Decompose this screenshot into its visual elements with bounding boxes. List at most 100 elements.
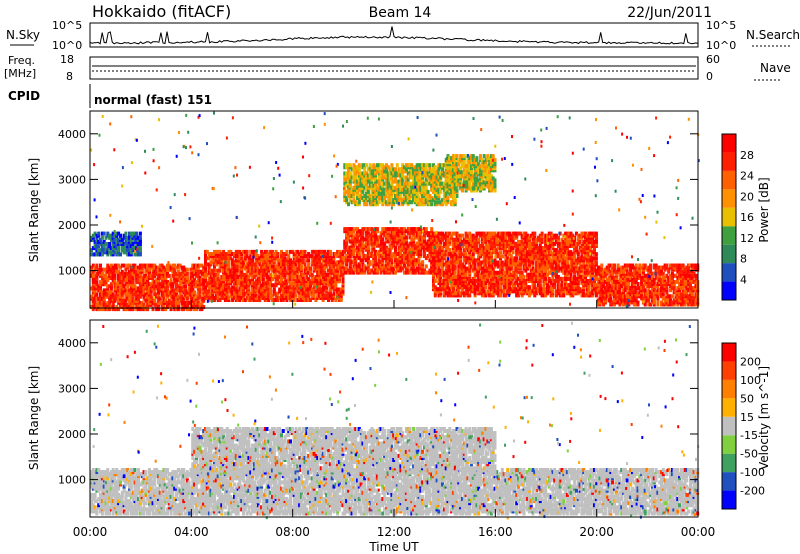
range-time-cell [595,232,598,236]
range-time-cell [512,250,515,254]
range-time-cell [575,246,578,250]
range-time-cell [570,273,573,277]
cpid-label: CPID [8,89,40,103]
range-time-cell [483,289,486,293]
range-time-cell [434,279,437,283]
range-time-cell [284,267,287,271]
range-time-cell [304,250,307,254]
range-time-cell [454,265,457,269]
range-time-cell [551,289,554,293]
nsky-tick-top: 10^5 [52,19,82,32]
range-time-cell [390,258,393,262]
range-time-cell [246,250,249,254]
range-time-cell [472,252,475,256]
range-time-cell [394,246,397,250]
range-time-cell [533,283,536,287]
range-time-cell [485,285,488,289]
range-time-cell [637,301,640,305]
range-time-cell [499,285,502,289]
range-time-cell [219,269,222,273]
freq-tick-bottom: 8 [66,70,73,83]
nsearch-tick-bottom: 10^0 [706,39,736,52]
range-time-cell [617,264,620,268]
beam-title: Beam 14 [369,5,432,21]
range-time-cell [114,274,117,278]
range-time-cell [342,290,345,294]
range-time-cell [477,238,480,242]
range-time-cell [425,264,428,268]
nsearch-tick-top: 10^5 [706,19,736,32]
date-title: 22/Jun/2011 [627,5,712,21]
range-time-cell [186,276,189,280]
range-time-cell [539,279,542,283]
range-time-cell [285,250,288,254]
nave-tick-bottom: 0 [706,70,713,83]
range-time-cell [637,282,640,286]
range-time-cell [454,271,457,275]
freq-panel-frame [90,57,698,79]
range-time-cell [123,264,126,268]
freq-label-2: [MHz] [4,67,36,80]
range-time-cell [304,262,307,266]
range-time-cell [204,267,207,271]
range-time-cell [369,260,372,264]
range-time-cell [95,293,98,297]
range-time-cell [269,288,272,292]
range-time-cell [354,260,357,264]
range-time-cell [295,294,298,298]
range-time-cell [170,278,173,282]
radar-summary-plot: Hokkaido (fitACF) Beam 14 22/Jun/2011 N.… [0,0,800,554]
range-time-cell [276,252,279,256]
range-time-cell [430,227,433,231]
range-time-cell [461,234,464,238]
range-time-cell [361,250,364,254]
nave-label: Nave [760,61,791,75]
range-time-cell [342,277,345,281]
range-time-cell [510,254,513,258]
range-time-cell [448,248,451,252]
range-time-cell [515,256,518,260]
range-time-cell [186,268,189,272]
range-time-cell [262,277,265,281]
range-time-cell [521,271,524,275]
range-time-cell [533,232,536,236]
nave-tick-top: 60 [706,53,720,66]
range-time-cell [579,240,582,244]
range-time-cell [193,291,196,295]
range-time-cell [329,250,332,254]
range-time-cell [635,264,638,268]
range-time-cell [95,264,98,268]
range-time-cell [99,264,102,268]
range-time-cell [465,252,468,256]
range-time-cell [595,261,598,265]
range-time-cell [269,273,272,277]
range-time-cell [595,256,598,260]
range-time-cell [405,235,408,239]
range-time-cell [307,262,310,266]
range-time-cell [499,250,502,254]
range-time-cell [573,254,576,258]
range-time-cell [240,256,243,260]
range-time-cell [311,273,314,277]
freq-tick-top: 18 [60,53,74,66]
range-time-cell [544,277,547,281]
nsearch-label: N.Search [746,28,800,42]
cpid-text: normal (fast) 151 [94,93,212,107]
range-time-cell [153,299,156,303]
nsky-tick-bottom: 10^0 [52,39,82,52]
range-time-cell [541,232,544,236]
range-time-cell [358,252,361,256]
range-time-cell [561,283,564,287]
freq-label-1: Freq. [8,54,35,67]
range-time-cell [217,273,220,277]
nsky-line [90,27,698,44]
range-time-cell [566,261,569,265]
nsky-label: N.Sky [6,28,40,42]
station-title: Hokkaido (fitACF) [92,2,231,21]
range-time-cell [528,285,531,289]
range-time-cell [421,260,424,264]
range-time-cell [168,274,171,278]
range-time-cell [557,236,560,240]
range-time-cell [532,261,535,265]
range-time-cell [425,227,428,231]
